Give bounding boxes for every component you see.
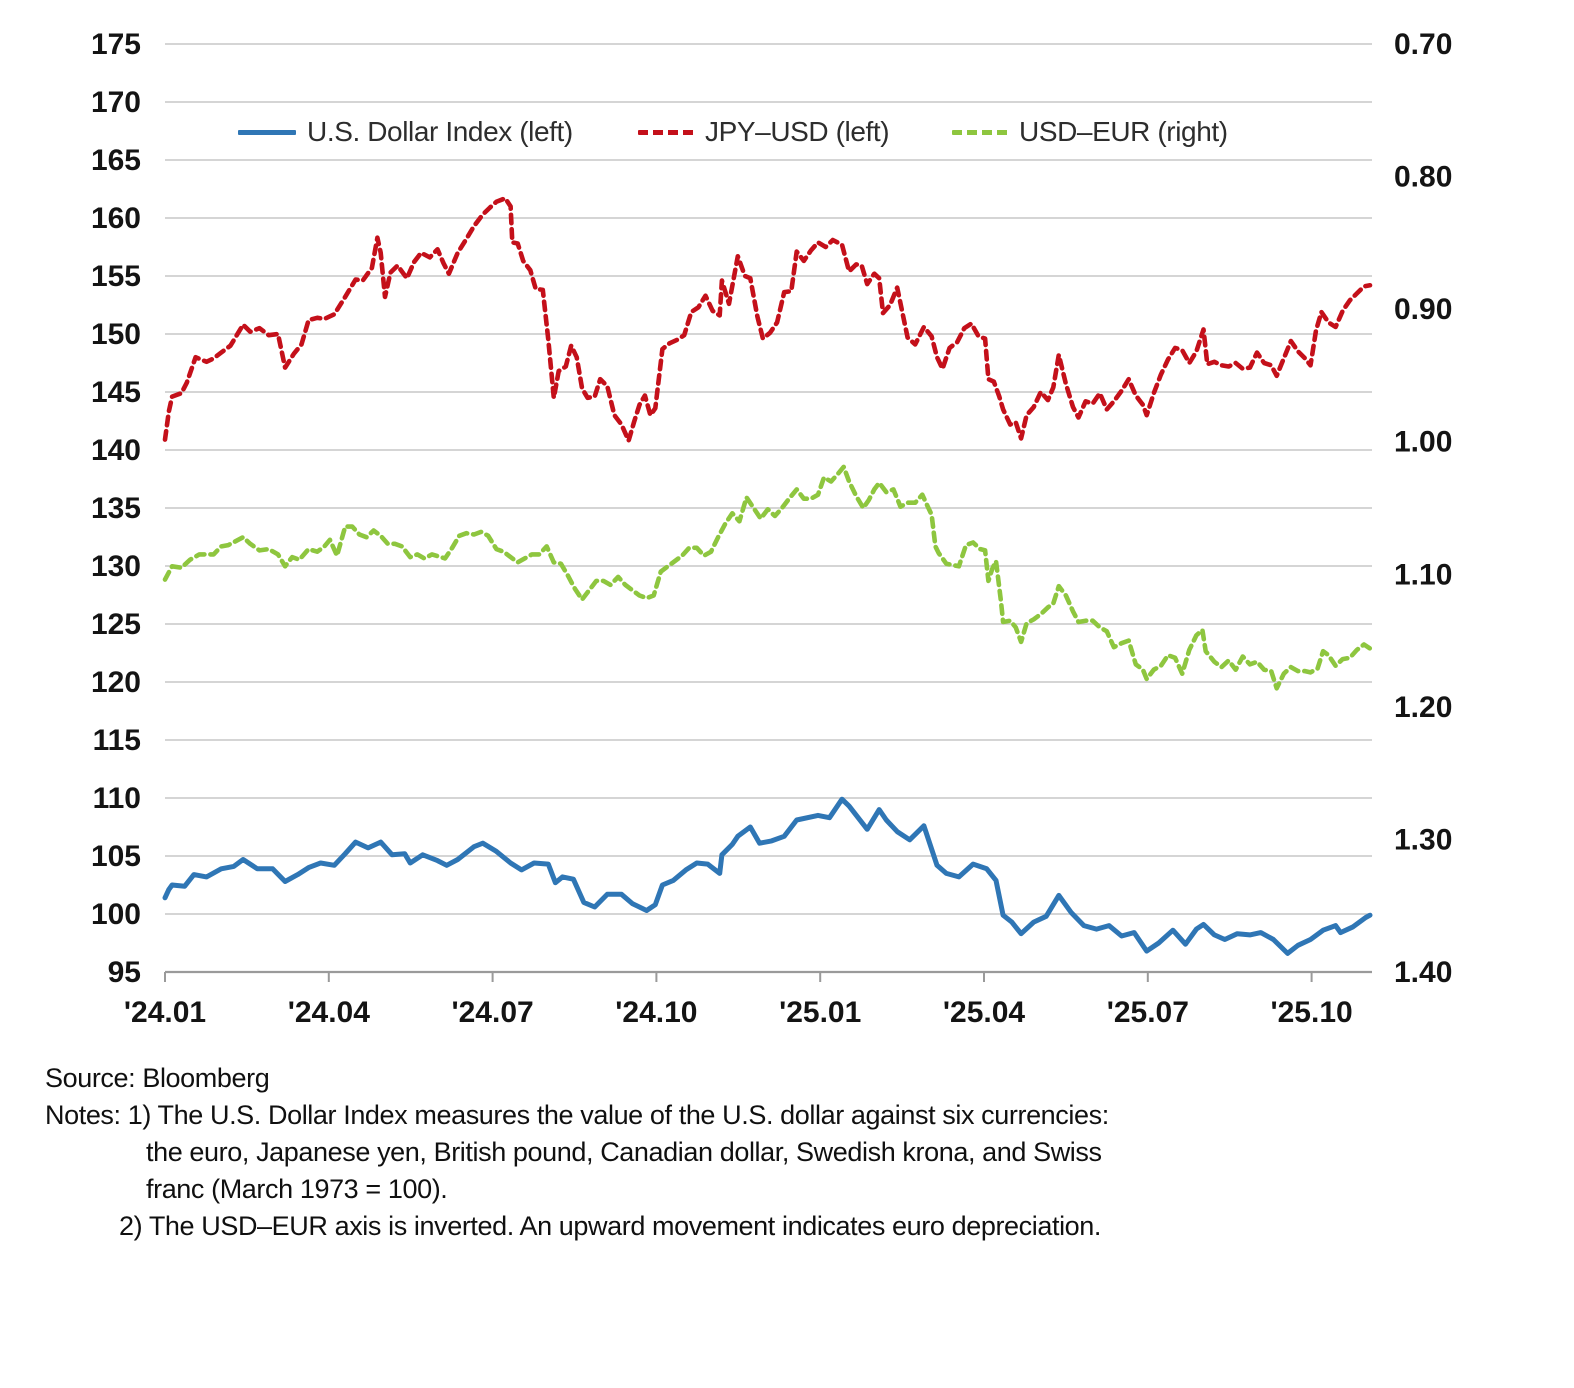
y-left-tick-label: 120: [91, 666, 141, 699]
usd-eur-line: [162, 464, 1373, 691]
note-line: 2) The USD–EUR axis is inverted. An upwa…: [119, 1211, 1102, 1241]
y-left-tick-label: 115: [93, 724, 141, 757]
x-tick-label: '24.04: [288, 996, 371, 1029]
x-tick-label: '25.10: [1270, 996, 1352, 1029]
usd-index-line: [162, 796, 1373, 956]
y-left-tick-label: 100: [91, 898, 141, 931]
x-tick-label: '25.04: [943, 996, 1026, 1029]
y-left-tick-label: 150: [91, 318, 141, 351]
y-left-tick-label: 145: [91, 376, 141, 409]
y-left-tick-label: 160: [91, 202, 141, 235]
y-left-tick-label: 165: [91, 144, 141, 177]
y-left-tick-label: 155: [91, 260, 141, 293]
chart-footer: Source: Bloomberg Notes: 1) The U.S. Dol…: [0, 1042, 1574, 1245]
y-left-tick-label: 175: [91, 28, 141, 61]
notes-block: Notes: 1) The U.S. Dollar Index measures…: [45, 1097, 1574, 1245]
y-right-tick-label: 1.40: [1394, 956, 1452, 989]
x-tick-label: '24.01: [124, 996, 206, 1029]
y-left-tick-label: 95: [108, 956, 141, 989]
y-left-tick-label: 140: [91, 434, 141, 467]
y-right-tick-label: 1.00: [1394, 426, 1452, 459]
y-left-tick-label: 105: [91, 840, 141, 873]
note-line: franc (March 1973 = 100).: [146, 1174, 448, 1204]
y-left-tick-label: 130: [91, 550, 141, 583]
note-line: Notes: 1) The U.S. Dollar Index measures…: [45, 1100, 1109, 1130]
y-right-tick-label: 0.90: [1394, 293, 1452, 326]
y-right-tick-label: 0.70: [1394, 28, 1452, 61]
x-tick-label: '24.07: [451, 996, 533, 1029]
x-tick-label: '24.10: [615, 996, 697, 1029]
y-left-tick-label: 135: [91, 492, 141, 525]
y-left-tick-label: 125: [91, 608, 141, 641]
y-right-tick-label: 1.20: [1394, 691, 1452, 724]
fx-chart-canvas: 95 100 105 110 115 120 125 130 135 140 145 150 155 16…: [91, 28, 1452, 1029]
y-right-tick-label: 0.80: [1394, 161, 1452, 194]
y-left-tick-label: 170: [91, 86, 141, 119]
y-right-tick-label: 1.10: [1394, 558, 1452, 591]
y-right-tick-label: 1.30: [1394, 823, 1452, 856]
source-line: Source: Bloomberg: [45, 1063, 270, 1093]
chart-area: 95 100 105 110 115 120 125 130 135 140 145 150 155 16…: [91, 28, 1452, 1029]
x-tick-label: '25.07: [1107, 996, 1189, 1029]
x-tick-label: '25.01: [779, 996, 861, 1029]
jpy-usd-line: [162, 196, 1373, 444]
note-line: the euro, Japanese yen, British pound, C…: [146, 1137, 1102, 1167]
y-left-tick-label: 110: [93, 782, 141, 815]
